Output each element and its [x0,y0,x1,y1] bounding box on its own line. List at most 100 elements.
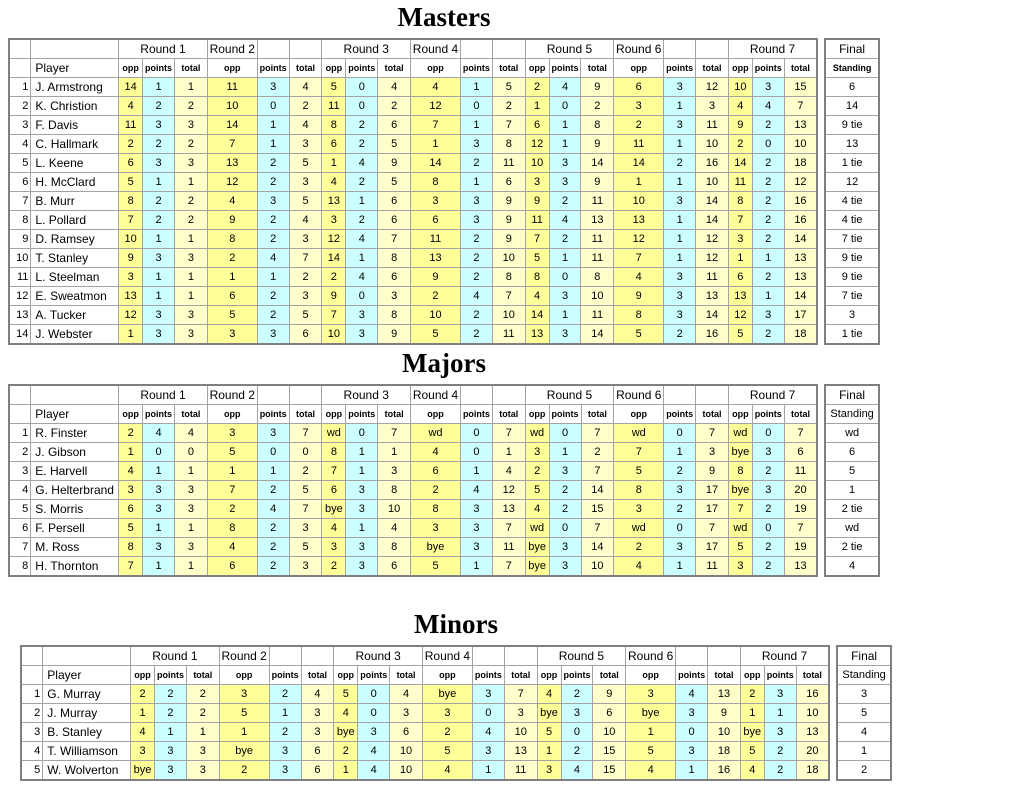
opp-cell: 4 [118,461,144,481]
total-cell: 5 [288,537,323,557]
section-masters: Masters Round 1 Round 2 Round 3 Round 4 Roun… [8,2,880,345]
total-cell: 9 [580,77,615,97]
total-cell: 9 [580,134,615,154]
total-cell: 2 [288,461,323,481]
empty-header-cell [459,384,493,405]
table-row: 8 L. Pollard 7 2 2 9 2 4 3 2 6 6 3 9 11 4 13 13 1 14 7 2 16 [8,210,818,230]
total-cell: 16 [695,324,729,345]
points-cell: 3 [142,115,175,135]
opp-cell: 4 [410,442,461,462]
empty-header-cell [471,645,505,666]
total-cell: 6 [377,556,412,577]
total-cell: 3 [174,153,208,173]
points-cell: 3 [459,499,493,519]
total-cell: 8 [377,305,412,325]
table-row: 7 B. Murr 8 2 2 4 3 5 13 1 6 3 3 9 9 2 11 10 3 14 8 2 16 [8,191,818,211]
opp-cell: 12 [524,134,550,154]
points-cell: 1 [345,461,379,481]
points-cell: 4 [357,741,391,761]
opp-cell: 14 [727,153,753,173]
opp-cell: 14 [118,77,144,97]
opp-cell: bye [536,703,562,723]
player-name: H. Thornton [30,556,120,577]
total-cell: 15 [783,77,818,97]
player-name: B. Murr [30,191,120,211]
standing-row: 5 [836,703,892,723]
opp-cell: 3 [613,499,665,519]
total-cell: 10 [491,248,526,268]
opp-cell: 14 [321,248,347,268]
opp-cell: 11 [613,134,665,154]
opp-cell: wd [727,423,753,443]
round-header: Round 6 [625,645,677,666]
total-cell: 9 [491,210,526,230]
total-cell: 7 [695,518,729,538]
standing-header: Standing [824,58,880,78]
opp-cell: 12 [613,229,665,249]
section-minors: Minors Round 1 Round 2 Round 3 Round 4 Round… [20,609,892,781]
opp-cell: 7 [206,134,258,154]
opp-cell: 7 [613,442,665,462]
standing-row: 6 [824,77,880,97]
table-row: 2 K. Christion 4 2 2 10 0 2 11 0 2 12 0 2 1 0 2 3 1 3 4 4 7 [8,96,818,116]
opp-cell: 5 [536,722,562,742]
round-header: Round 2 [206,384,258,405]
row-number: 8 [8,210,32,230]
row-number: 2 [8,96,32,116]
subheader-pts: points [256,58,290,78]
total-cell: 14 [580,153,615,173]
empty-header-cell [491,38,526,59]
opp-cell: 12 [727,305,753,325]
points-cell: 0 [256,96,290,116]
opp-cell: 9 [524,191,550,211]
opp-cell: 5 [410,324,461,345]
opp-cell: bye [727,480,753,500]
opp-cell: 7 [524,229,550,249]
table-row: 13 A. Tucker 12 3 3 5 2 5 7 3 8 10 2 10 14 1 11 8 3 14 12 3 17 [8,305,818,325]
row-number-header [8,404,32,424]
subheader-opp: opp [613,404,665,424]
empty-header-cell [256,38,290,59]
total-cell: 9 [580,172,615,192]
total-cell: 9 [491,191,526,211]
points-cell: 4 [675,684,709,704]
player-name: M. Ross [30,537,120,557]
opp-cell: 1 [727,248,753,268]
standing-row: 13 [824,134,880,154]
points-cell: 2 [256,480,290,500]
points-cell: 2 [751,191,785,211]
opp-cell: 3 [421,703,473,723]
opp-cell: 6 [321,134,347,154]
total-cell: 2 [491,96,526,116]
total-cell: 9 [491,229,526,249]
player-name: E. Harvell [30,461,120,481]
opp-cell: 2 [410,480,461,500]
round-header: Round 4 [410,38,461,59]
total-cell: 10 [783,134,818,154]
points-cell: 4 [560,760,594,781]
opp-cell: 14 [206,115,258,135]
total-cell: 7 [580,518,615,538]
subheader-pts: points [663,58,697,78]
points-cell: 2 [256,556,290,577]
total-cell: 1 [174,229,208,249]
opp-cell: 2 [218,760,270,781]
points-cell: 1 [142,461,176,481]
player-name: J. Armstrong [30,77,120,97]
opp-cell: 12 [206,172,258,192]
points-cell: 1 [142,172,175,192]
points-cell: 3 [751,77,785,97]
opp-cell: 13 [613,210,665,230]
total-cell: 3 [174,115,208,135]
subheader-opp: opp [410,404,461,424]
empty-header-cell [268,645,302,666]
opp-cell: 3 [410,191,461,211]
opp-cell: 8 [206,229,258,249]
total-cell: 3 [288,286,323,306]
standing-value: 13 [824,134,880,154]
total-cell: 1 [185,722,220,742]
points-cell: 1 [459,172,493,192]
subheader-tot: total [377,58,412,78]
total-cell: 3 [174,324,208,345]
points-cell: 2 [751,115,785,135]
